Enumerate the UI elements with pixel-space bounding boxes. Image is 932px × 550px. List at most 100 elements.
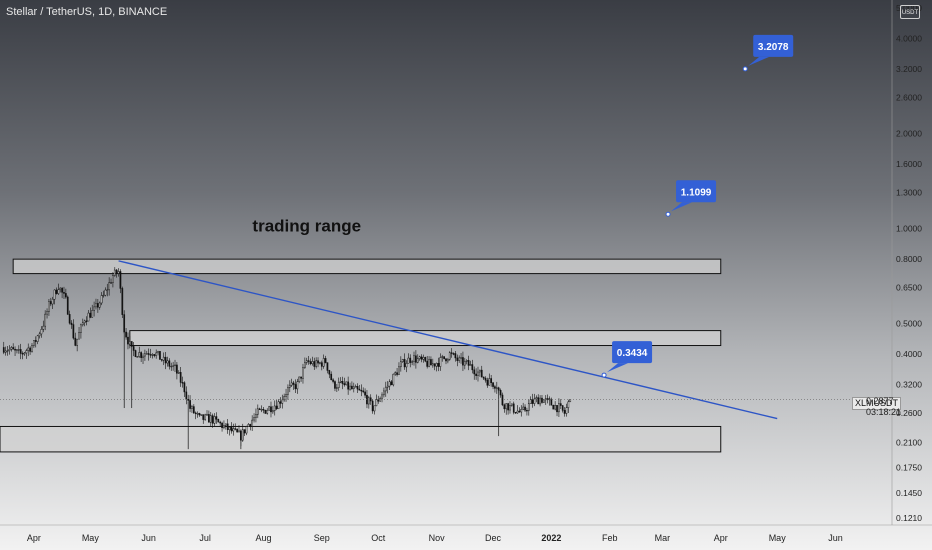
candle-body: [149, 354, 152, 356]
candle-body: [373, 405, 376, 412]
candle-body: [275, 405, 278, 410]
candle-body: [72, 324, 75, 339]
candle-body: [83, 320, 86, 324]
candle-body: [411, 361, 413, 363]
candle-body: [300, 376, 302, 379]
candle-body: [136, 356, 139, 358]
candle-body: [264, 409, 267, 414]
candle-body: [531, 399, 534, 404]
y-tick-label: 0.8000: [896, 254, 922, 264]
symbol-price-tag: XLMUSDT: [852, 397, 902, 410]
candle-body: [38, 333, 41, 337]
candle-body: [354, 386, 357, 388]
candle-body: [433, 363, 436, 367]
x-tick-label: Feb: [602, 533, 618, 543]
candle-body: [12, 347, 15, 350]
candle-body: [512, 403, 515, 413]
candle-body: [554, 405, 556, 410]
candle-body: [339, 381, 342, 383]
symbol-title: Stellar / TetherUS, 1D, BINANCE: [6, 6, 168, 18]
candle-body: [2, 347, 5, 353]
candle-body: [398, 366, 400, 375]
candle-body: [6, 350, 9, 352]
callout-text: 1.1099: [681, 187, 712, 198]
candle-body: [187, 399, 190, 401]
candle-body: [285, 394, 287, 397]
candle-body: [174, 364, 176, 367]
candle-body: [196, 413, 199, 415]
candle-body: [426, 360, 429, 367]
candle-body: [168, 360, 171, 367]
candle-body: [27, 347, 30, 351]
candle-body: [266, 410, 269, 414]
candle-body: [437, 363, 440, 367]
candle-body: [435, 363, 438, 367]
candle-body: [102, 294, 105, 297]
candle-body: [44, 313, 47, 327]
zone-rect: [0, 425, 722, 453]
candle-body: [4, 350, 7, 353]
candle-body: [200, 414, 203, 416]
y-tick-label: 0.1750: [896, 462, 922, 472]
candle-body: [198, 413, 201, 416]
candle-body: [65, 293, 67, 298]
last-price-tag: 0.2877 03:18:21: [866, 396, 901, 418]
candle-body: [219, 421, 222, 424]
candle-body: [567, 401, 570, 408]
candle-body: [403, 359, 406, 368]
candle-body: [541, 397, 543, 403]
candle-body: [294, 384, 297, 390]
candle-body: [422, 357, 425, 360]
candle-body: [221, 422, 223, 428]
candle-body: [307, 360, 310, 362]
candle-body: [70, 322, 73, 325]
candle-body: [326, 362, 329, 371]
candle-body: [543, 399, 545, 403]
callout-box: [612, 341, 653, 364]
candle-body: [189, 400, 191, 409]
candle-body: [10, 347, 13, 350]
candle-body: [550, 399, 553, 406]
candle-body: [533, 398, 536, 404]
candle-body: [462, 357, 464, 366]
candle-body: [460, 357, 462, 359]
candle-body: [241, 429, 244, 441]
candle-body: [319, 362, 321, 364]
y-tick-label: 1.3000: [896, 188, 922, 198]
candle-body: [42, 325, 45, 330]
candle-body: [270, 406, 272, 413]
candle-body: [356, 386, 359, 390]
candle-body: [249, 424, 252, 427]
candle-body: [217, 419, 220, 423]
candle-body: [463, 361, 466, 366]
candle-body: [155, 352, 158, 356]
y-tick-label: 0.6500: [896, 283, 922, 293]
candle-body: [458, 357, 461, 361]
y-tick-label: 0.2600: [896, 408, 922, 418]
candle-body: [394, 372, 397, 375]
candle-body: [147, 353, 150, 355]
candle-body: [469, 364, 472, 366]
candle-body: [55, 289, 58, 294]
candle-body: [383, 390, 385, 396]
candle-body: [177, 372, 180, 374]
candle-body: [349, 385, 351, 390]
candle-body: [539, 397, 541, 405]
candle-body: [360, 390, 363, 392]
candle-body: [448, 352, 451, 360]
x-tick-label: Sep: [314, 533, 330, 543]
currency-badge[interactable]: USDT: [900, 5, 920, 19]
candle-body: [49, 301, 52, 305]
candle-body: [91, 310, 94, 318]
candle-body: [503, 404, 506, 410]
candle-body: [290, 382, 293, 386]
candle-body: [100, 295, 103, 304]
candle-body: [48, 301, 50, 312]
x-tick-label: Apr: [27, 533, 41, 543]
candle-body: [185, 391, 188, 400]
candle-body: [443, 356, 445, 359]
candle-body: [371, 400, 374, 412]
candle-body: [311, 361, 314, 365]
candle-body: [61, 287, 63, 293]
